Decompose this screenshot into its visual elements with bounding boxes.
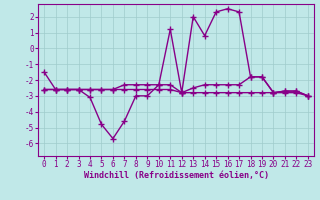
X-axis label: Windchill (Refroidissement éolien,°C): Windchill (Refroidissement éolien,°C) <box>84 171 268 180</box>
